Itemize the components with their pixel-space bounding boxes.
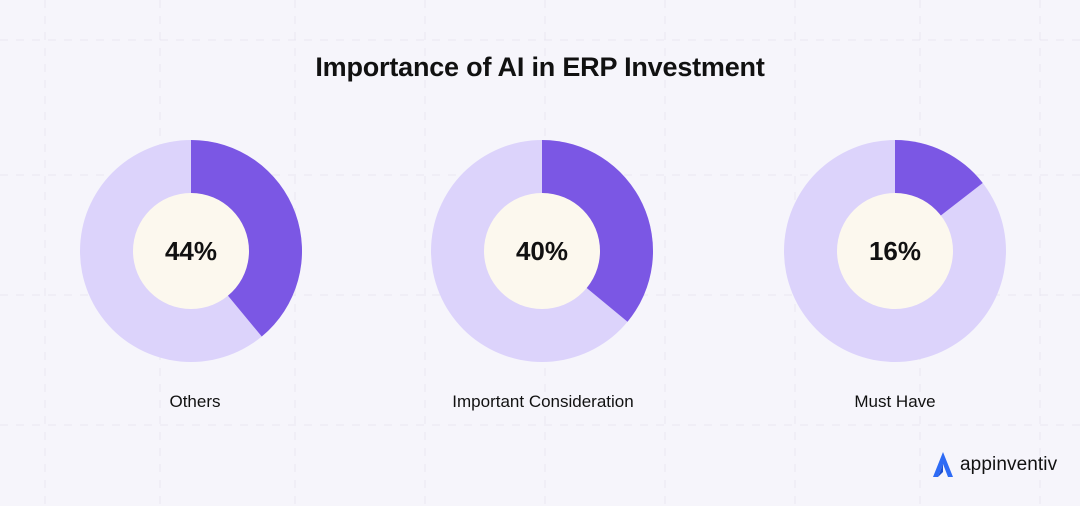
donut-label-important-consideration: Important Consideration xyxy=(452,392,634,411)
donut-important-consideration: 40% xyxy=(431,140,653,362)
appinventiv-logo-icon xyxy=(933,452,953,477)
donut-center xyxy=(133,193,249,309)
donut-others: 44% xyxy=(80,140,302,362)
donut-center xyxy=(837,193,953,309)
brand-logo: appinventiv xyxy=(930,450,1057,480)
brand-name: appinventiv xyxy=(960,454,1058,475)
donut-center xyxy=(484,193,600,309)
donut-label-others: Others xyxy=(169,392,221,411)
donut-value-label: 16% xyxy=(869,236,921,266)
chart-title: Importance of AI in ERP Investment xyxy=(315,52,765,82)
donut-value-label: 40% xyxy=(516,236,568,266)
donut-slice xyxy=(542,140,653,322)
donut-label-must-have: Must Have xyxy=(854,392,936,411)
donut-value-label: 44% xyxy=(165,236,217,266)
donut-must-have: 16% xyxy=(784,140,1006,362)
